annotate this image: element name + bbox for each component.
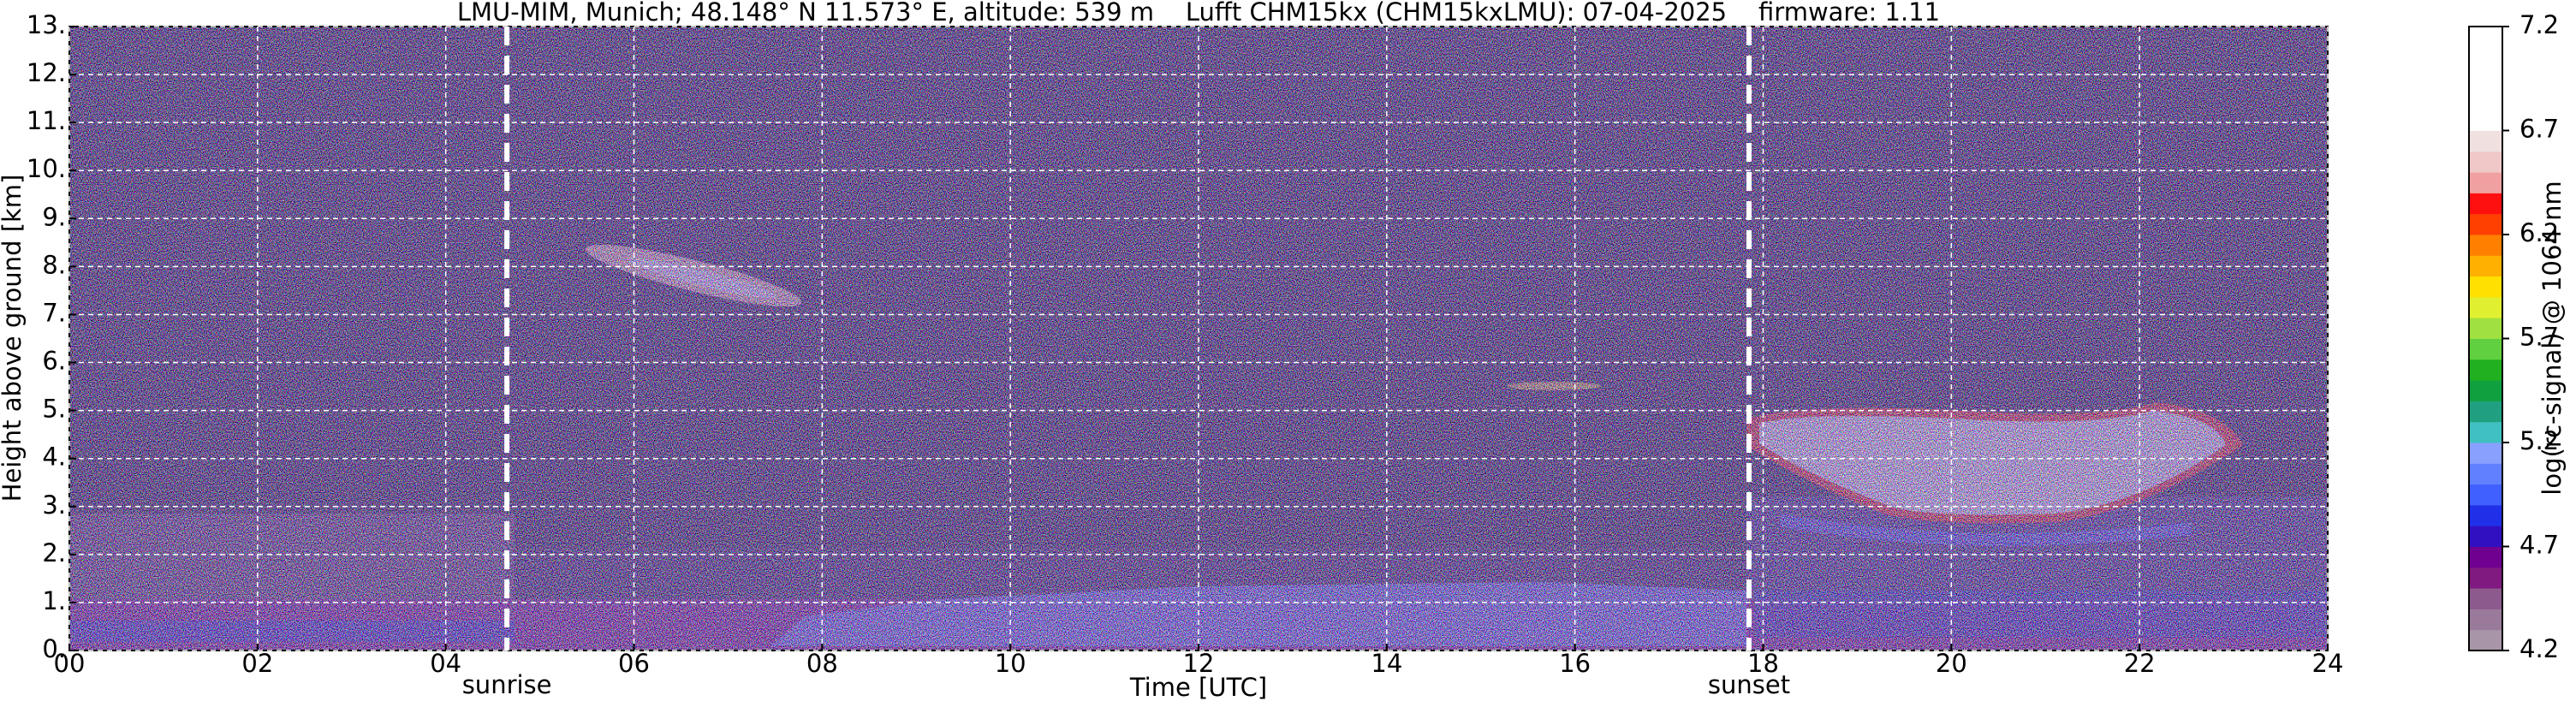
colorbar-swatch bbox=[2469, 213, 2502, 235]
x-tick-label: 04 bbox=[430, 649, 461, 678]
colorbar-swatch bbox=[2469, 463, 2502, 485]
x-tick-label: 12 bbox=[1183, 649, 1215, 678]
colorbar-swatch bbox=[2469, 27, 2502, 48]
chart-title: LMU-MIM, Munich; 48.148° N 11.573° E, al… bbox=[457, 0, 1940, 27]
colorbar-tick-label: 6.2 bbox=[2519, 218, 2559, 247]
x-tick-label: 16 bbox=[1559, 649, 1591, 678]
y-tick-label: 2. bbox=[42, 538, 66, 567]
x-tick-label: 02 bbox=[241, 649, 273, 678]
colorbar-swatch bbox=[2469, 567, 2502, 589]
y-axis-label: Height above ground [km] bbox=[0, 175, 27, 502]
colorbar-swatch bbox=[2469, 359, 2502, 381]
colorbar-swatch bbox=[2469, 235, 2502, 256]
colorbar-tick-label: 5.7 bbox=[2519, 323, 2559, 352]
y-tick-label: 12. bbox=[27, 58, 66, 87]
colorbar-swatch bbox=[2469, 526, 2502, 547]
colorbar-swatch bbox=[2469, 172, 2502, 193]
y-tick-label: 7. bbox=[42, 298, 66, 327]
colorbar-swatch bbox=[2469, 318, 2502, 339]
colorbar-swatch bbox=[2469, 151, 2502, 173]
y-tick-label: 8. bbox=[42, 250, 66, 279]
colorbar-swatch bbox=[2469, 588, 2502, 609]
colorbar-swatch bbox=[2469, 68, 2502, 90]
colorbar-swatch bbox=[2469, 255, 2502, 277]
x-tick-label: 18 bbox=[1747, 649, 1779, 678]
colorbar-swatch bbox=[2469, 421, 2502, 443]
x-tick-label: 22 bbox=[2124, 649, 2156, 678]
x-axis-label: Time [UTC] bbox=[1129, 673, 1267, 702]
colorbar-swatch bbox=[2469, 110, 2502, 131]
colorbar-swatch bbox=[2469, 609, 2502, 631]
colorbar-swatch bbox=[2469, 380, 2502, 401]
y-tick-label: 13. bbox=[27, 10, 66, 39]
colorbar-swatch bbox=[2469, 47, 2502, 69]
colorbar-swatch bbox=[2469, 130, 2502, 152]
annotation-label: sunset bbox=[1708, 670, 1790, 699]
y-tick-label: 10. bbox=[27, 154, 66, 183]
colorbar-swatch bbox=[2469, 484, 2502, 506]
colorbar-swatch bbox=[2469, 401, 2502, 423]
x-tick-label: 00 bbox=[54, 649, 86, 678]
x-tick-label: 14 bbox=[1371, 649, 1402, 678]
colorbar-swatch bbox=[2469, 546, 2502, 568]
colorbar-swatch bbox=[2469, 338, 2502, 360]
y-tick-label: 1. bbox=[42, 586, 66, 615]
x-tick-label: 24 bbox=[2312, 649, 2344, 678]
y-tick-label: 3. bbox=[42, 490, 66, 520]
annotation-label: sunrise bbox=[462, 670, 552, 699]
y-tick-label: 9. bbox=[42, 202, 66, 231]
y-tick-label: 5. bbox=[42, 395, 66, 424]
x-tick-label: 20 bbox=[1936, 649, 1967, 678]
y-tick-label: 0. bbox=[42, 634, 66, 663]
colorbar-swatch bbox=[2469, 193, 2502, 215]
colorbar-swatch bbox=[2469, 88, 2502, 110]
x-tick-label: 10 bbox=[995, 649, 1026, 678]
colorbar-tick-label: 4.7 bbox=[2519, 531, 2559, 560]
y-tick-label: 11. bbox=[27, 106, 66, 135]
colorbar-swatch bbox=[2469, 629, 2502, 651]
colorbar-swatch bbox=[2469, 276, 2502, 298]
colorbar-swatch bbox=[2469, 296, 2502, 318]
x-tick-label: 06 bbox=[618, 649, 650, 678]
colorbar-tick-label: 6.7 bbox=[2519, 115, 2559, 144]
colorbar-swatch bbox=[2469, 504, 2502, 526]
colorbar-tick-label: 4.2 bbox=[2519, 634, 2559, 663]
colorbar-tick-label: 5.2 bbox=[2519, 426, 2559, 455]
colorbar-label: log(rc-signal) @ 1064 nm bbox=[2537, 181, 2567, 495]
x-tick-label: 08 bbox=[806, 649, 838, 678]
colorbar-tick-label: 7.2 bbox=[2519, 10, 2559, 39]
colorbar-swatch bbox=[2469, 443, 2502, 464]
y-tick-label: 6. bbox=[42, 347, 66, 376]
y-tick-label: 4. bbox=[42, 443, 66, 472]
